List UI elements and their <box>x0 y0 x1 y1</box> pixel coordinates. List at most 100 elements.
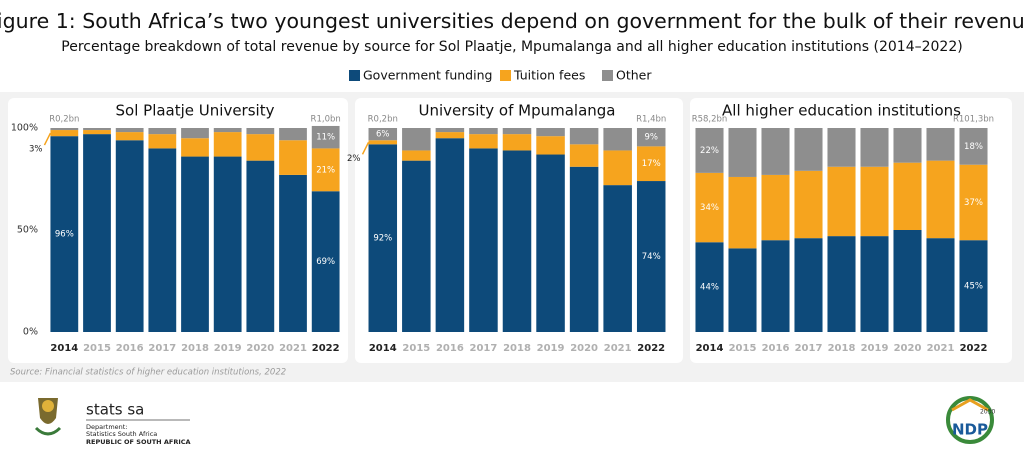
x-tick-label: 2021 <box>927 343 955 354</box>
value-label: 6% <box>376 130 390 140</box>
bar-segment <box>402 128 431 151</box>
x-tick-label: 2019 <box>214 343 242 354</box>
bar-segment <box>636 181 666 332</box>
legend-swatch <box>349 70 360 81</box>
bar-segment <box>926 238 955 332</box>
bar-segment <box>728 248 757 332</box>
bar-segment <box>311 191 340 332</box>
bar-segment <box>959 240 988 332</box>
total-label: R1,0bn <box>311 115 341 125</box>
x-tick-label: 2016 <box>762 343 790 354</box>
y-tick-label: 50% <box>17 225 38 236</box>
x-tick-label: 2015 <box>729 343 757 354</box>
bar-segment <box>502 150 532 332</box>
label-leader <box>361 141 370 155</box>
value-label: 45% <box>964 282 983 292</box>
bar-segment <box>469 134 498 149</box>
value-label: 17% <box>642 159 661 169</box>
ndp-arc <box>951 398 989 412</box>
legend-label: Other <box>616 68 652 83</box>
value-label: 44% <box>700 283 719 293</box>
bar-segment <box>761 240 790 332</box>
value-label: 2% <box>347 154 361 164</box>
bar-segment <box>279 140 307 175</box>
bar-segment <box>926 128 955 161</box>
bar-segment <box>603 128 632 151</box>
x-tick-label: 2015 <box>402 343 430 354</box>
value-label: 37% <box>964 198 983 208</box>
bar-segment <box>728 176 757 249</box>
value-label: 11% <box>316 133 335 143</box>
bar-segment <box>148 134 177 149</box>
bar-segment <box>402 150 431 161</box>
bar-segment <box>893 128 922 163</box>
bar-segment <box>181 156 209 332</box>
x-tick-label: 2021 <box>604 343 632 354</box>
stats-sa-logo: stats sa Department: Statistics South Af… <box>34 398 191 446</box>
x-tick-label: 2017 <box>148 343 176 354</box>
ndp-year: 2030 <box>980 409 995 416</box>
x-tick-label: 2014 <box>369 343 397 354</box>
value-label: 21% <box>316 165 335 175</box>
bar-segment <box>569 144 599 167</box>
x-tick-label: 2020 <box>570 343 598 354</box>
value-label: 69% <box>316 257 335 267</box>
coat-of-arms-sun <box>42 400 54 412</box>
bar-segment <box>827 128 856 167</box>
bar-segment <box>536 154 565 332</box>
value-label: 9% <box>644 133 658 143</box>
x-tick-label: 2017 <box>795 343 823 354</box>
bar-segment <box>115 128 144 133</box>
total-label: R0,2bn <box>368 115 398 125</box>
x-tick-label: 2019 <box>537 343 565 354</box>
x-tick-label: 2022 <box>637 343 665 354</box>
bar-segment <box>115 132 144 141</box>
bar-segment <box>368 128 398 141</box>
total-label: R1,4bn <box>636 115 666 125</box>
x-tick-label: 2019 <box>861 343 889 354</box>
bar-segment <box>213 132 242 157</box>
value-label: 92% <box>373 234 392 244</box>
source: Source: Financial statistics of higher e… <box>10 368 286 378</box>
bar-segment <box>794 170 823 239</box>
bar-segment <box>926 160 955 239</box>
y-tick-label: 0% <box>23 327 38 338</box>
bar-segment <box>246 160 275 332</box>
x-tick-label: 2022 <box>960 343 988 354</box>
coat-of-arms-base <box>34 426 62 436</box>
panel-title: All higher education institutions <box>722 102 961 120</box>
logo-line: Statistics South Africa <box>86 430 157 438</box>
bar-segment <box>728 128 757 177</box>
bar-segment <box>959 164 988 241</box>
bar-segment <box>827 236 856 332</box>
ndp-logo: 2030 NDP <box>946 396 995 444</box>
panel-title: Sol Plaatje University <box>116 102 275 120</box>
logo-line: REPUBLIC OF SOUTH AFRICA <box>86 438 191 446</box>
total-label: R58,2bn <box>692 115 728 125</box>
bar-segment <box>50 130 79 137</box>
total-label: R0,2bn <box>49 115 79 125</box>
bar-segment <box>181 138 209 157</box>
title: Figure 1: South Africa’s two youngest un… <box>0 9 1024 33</box>
bar-segment <box>695 128 724 173</box>
legend-label: Government funding <box>363 68 492 83</box>
panel-title: University of Mpumalanga <box>418 102 615 120</box>
x-tick-label: 2014 <box>696 343 724 354</box>
bar-segment <box>603 185 632 332</box>
bar-segment <box>279 174 307 332</box>
ndp-name: NDP <box>952 421 988 439</box>
value-label: 18% <box>964 142 983 152</box>
total-label: R101,3bn <box>953 115 994 125</box>
bar-segment <box>502 128 532 135</box>
bar-segment <box>695 242 724 332</box>
ndp-ring <box>946 396 994 444</box>
legend-swatch <box>500 70 511 81</box>
bar-segment <box>794 128 823 171</box>
bar-segment <box>827 166 856 237</box>
bar-segment <box>402 160 431 332</box>
bar-segment <box>181 128 209 139</box>
bar-segment <box>50 136 79 332</box>
value-label: 34% <box>700 203 719 213</box>
bar-segment <box>536 136 565 155</box>
bar-segment <box>213 128 242 133</box>
